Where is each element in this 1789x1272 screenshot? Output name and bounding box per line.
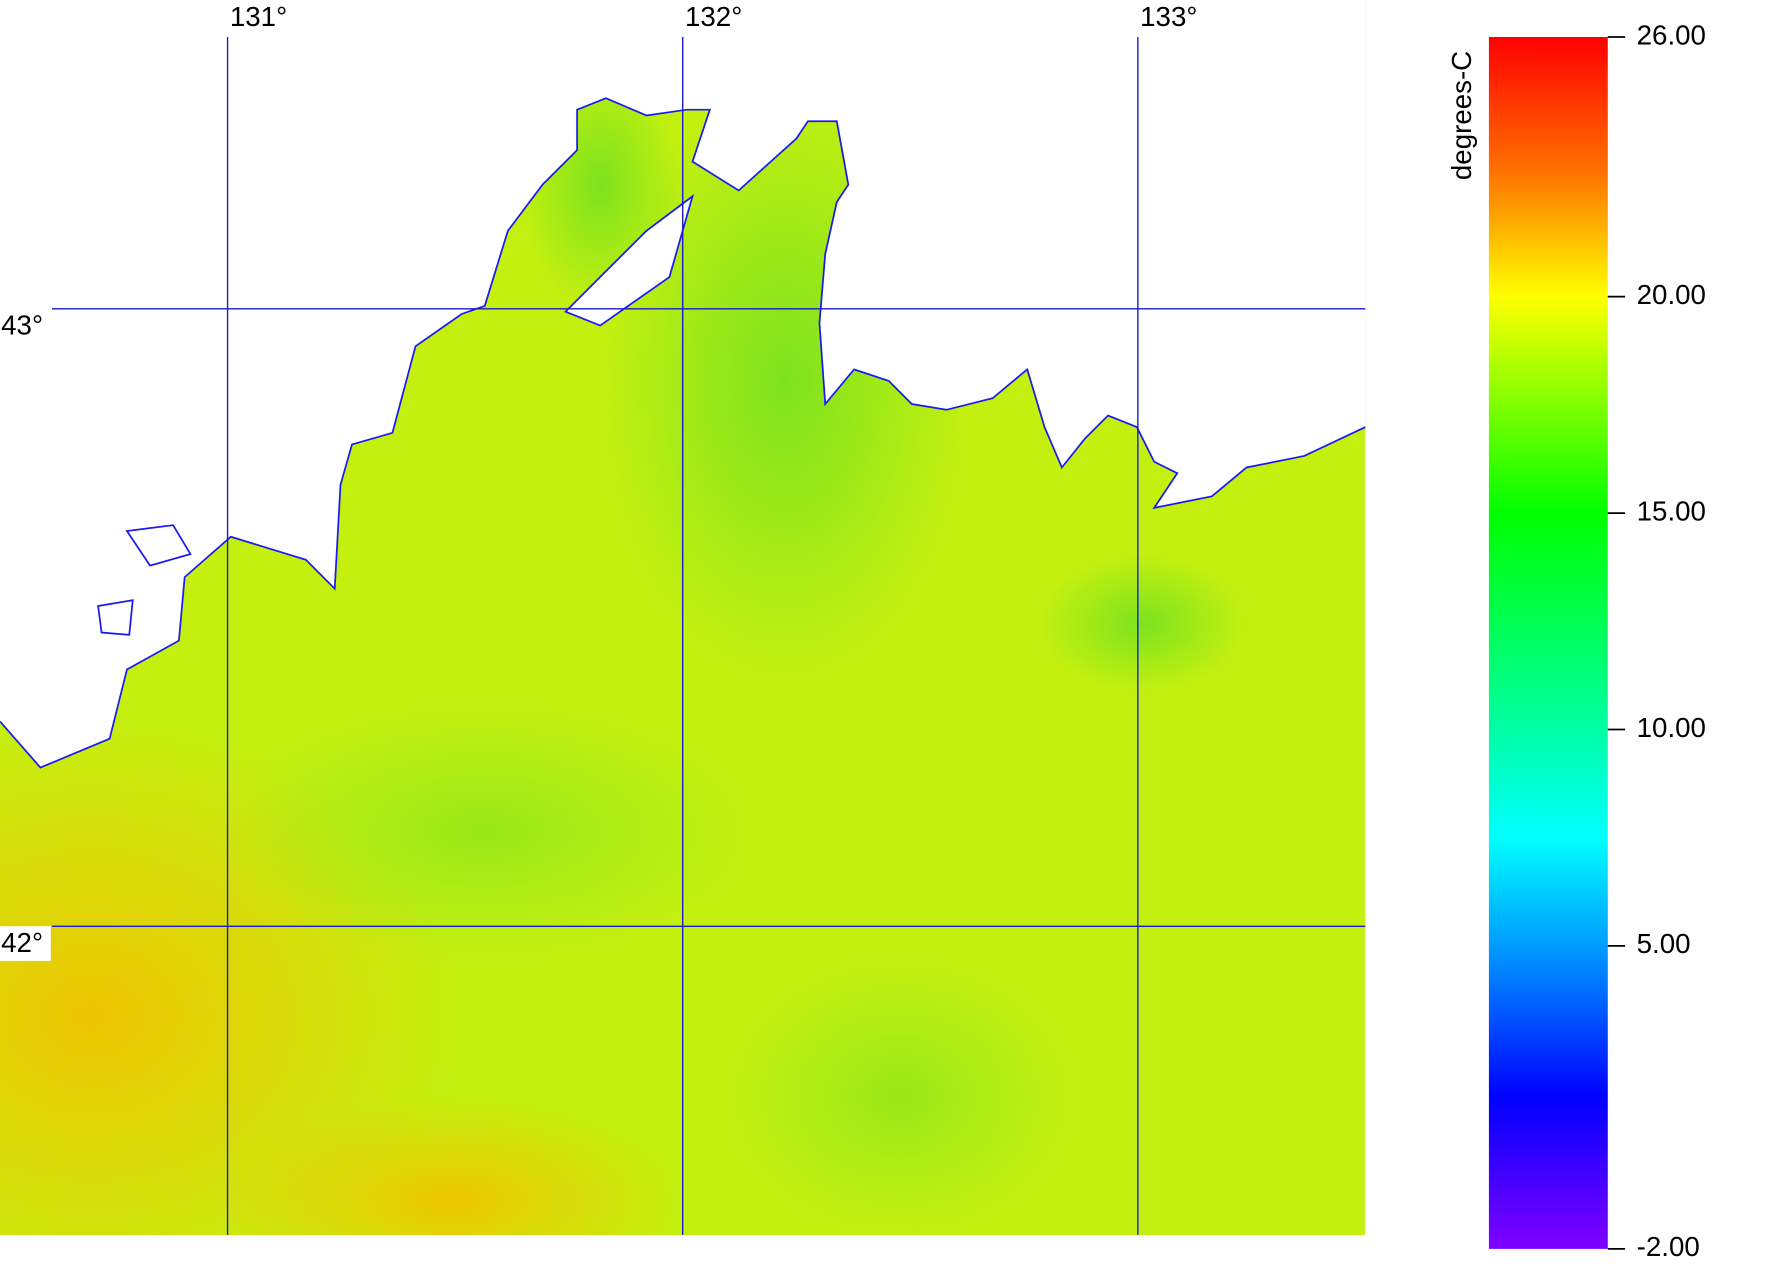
colorbar-tick-label: -2.00: [1637, 1231, 1700, 1262]
lon-label: 132°: [685, 1, 742, 32]
colorbar-tick-label: 5.00: [1637, 928, 1691, 959]
graticule: 131° 132° 133° 43° 42°: [0, 1, 1366, 1236]
colorbar-label: degrees-C: [1446, 51, 1477, 180]
lon-label: 133°: [1140, 1, 1197, 32]
lat-label-bg: [0, 926, 51, 961]
colorbar-tick-label: 20.00: [1637, 279, 1706, 310]
colorbar-tick-label: 10.00: [1637, 712, 1706, 743]
colorbar-tick-label: 15.00: [1637, 495, 1706, 526]
colorbar-tick-label: 26.00: [1637, 19, 1706, 50]
lon-label: 131°: [230, 1, 287, 32]
lat-label-bg: [0, 308, 51, 344]
colorbar: [1488, 36, 1608, 1249]
lat-label: 43°: [1, 310, 43, 341]
lat-label: 42°: [1, 927, 43, 958]
